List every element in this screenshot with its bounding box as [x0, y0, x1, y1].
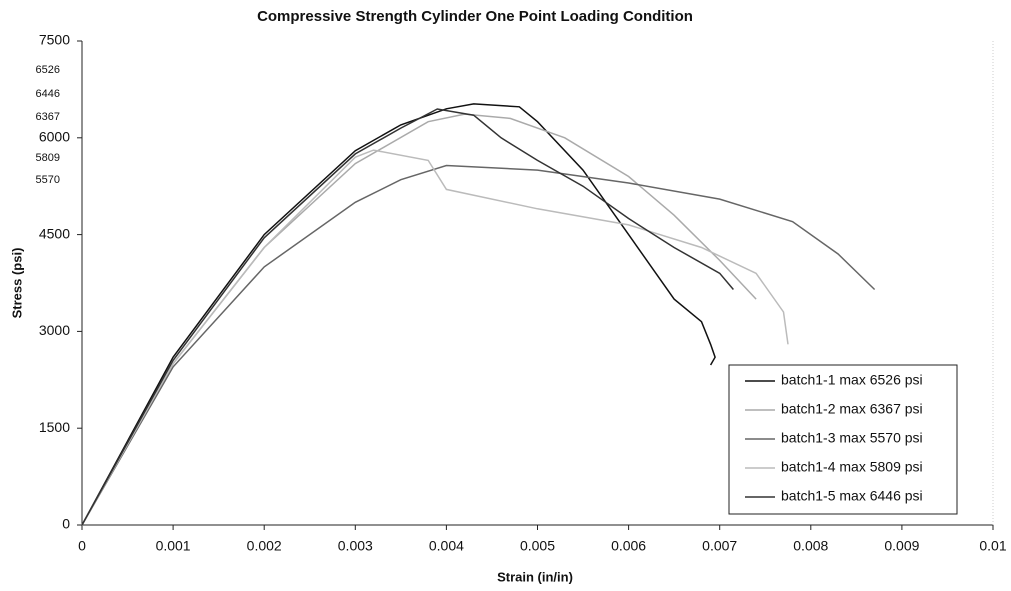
series-line: [81, 149, 789, 526]
x-tick-label: 0: [78, 538, 86, 554]
legend-label: batch1-3 max 5570 psi: [781, 430, 923, 446]
y-tick-label: 0: [62, 516, 70, 532]
x-tick-label: 0.009: [884, 538, 919, 554]
legend-label: batch1-4 max 5809 psi: [781, 459, 923, 475]
y-tick-label: 6000: [39, 129, 70, 145]
x-tick-label: 0.007: [702, 538, 737, 554]
x-tick-label: 0.004: [429, 538, 464, 554]
annotation: 6446: [36, 88, 60, 100]
y-axis-label: Stress (psi): [9, 248, 24, 319]
x-axis-label: Strain (in/in): [497, 569, 573, 584]
annotation: 5570: [36, 174, 60, 186]
y-tick-label: 4500: [39, 225, 70, 241]
x-tick-label: 0.01: [979, 538, 1006, 554]
series-line: [81, 103, 716, 526]
y-tick-label: 7500: [39, 32, 70, 48]
legend-label: batch1-5 max 6446 psi: [781, 488, 923, 504]
y-tick-label: 1500: [39, 419, 70, 435]
y-tick-label: 3000: [39, 322, 70, 338]
annotation: 5809: [36, 152, 60, 164]
series-line: [81, 113, 757, 526]
chart-title: Compressive Strength Cylinder One Point …: [257, 8, 693, 25]
x-tick-label: 0.008: [793, 538, 828, 554]
x-tick-label: 0.003: [338, 538, 373, 554]
x-tick-label: 0.002: [247, 538, 282, 554]
x-tick-label: 0.006: [611, 538, 646, 554]
legend-label: batch1-1 max 6526 psi: [781, 372, 923, 388]
legend-label: batch1-2 max 6367 psi: [781, 401, 923, 417]
annotation: 6367: [36, 111, 60, 123]
x-tick-label: 0.001: [156, 538, 191, 554]
series-line: [81, 108, 734, 526]
annotation: 6526: [36, 64, 60, 76]
x-tick-label: 0.005: [520, 538, 555, 554]
series-line: [81, 164, 876, 526]
